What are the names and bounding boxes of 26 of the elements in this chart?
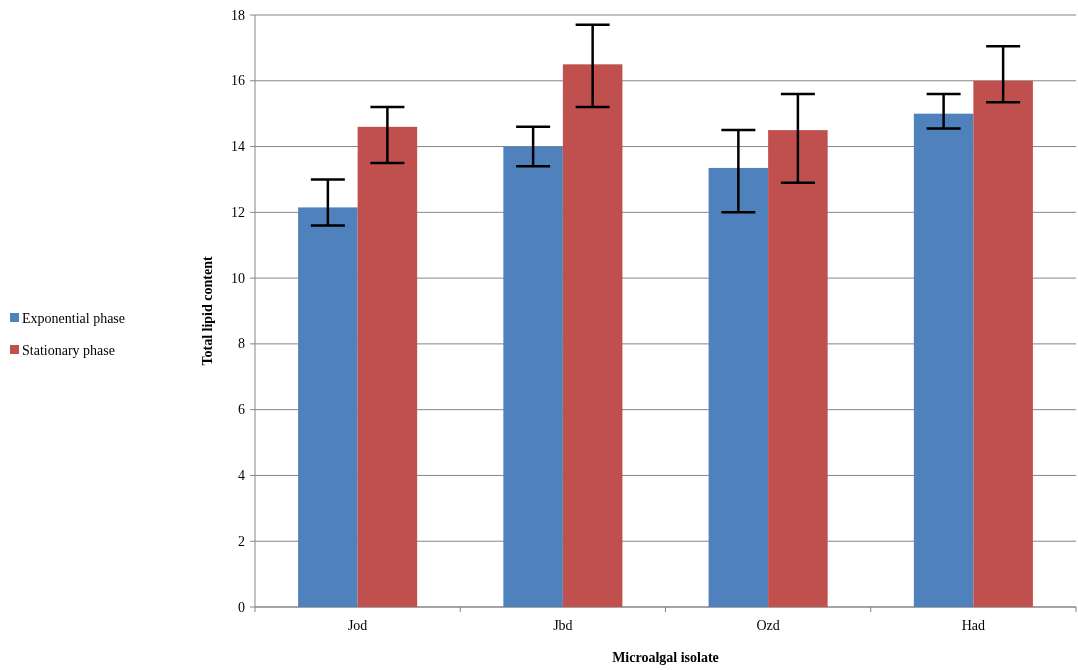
y-tick-label: 18 xyxy=(231,7,245,23)
legend-label: Exponential phase xyxy=(22,310,126,326)
bar xyxy=(298,207,358,607)
x-tick-label: Had xyxy=(961,618,986,633)
bar xyxy=(768,130,828,607)
y-tick-label: 12 xyxy=(231,204,245,220)
bar xyxy=(357,126,418,607)
x-tick-label: Ozd xyxy=(756,618,780,633)
legend-label: Stationary phase xyxy=(22,342,115,358)
x-axis-title: Microalgal isolate xyxy=(612,650,719,665)
y-tick-label: 0 xyxy=(238,599,245,615)
y-tick-label: 8 xyxy=(238,336,245,352)
bar xyxy=(913,113,974,607)
bar xyxy=(503,146,563,607)
y-tick-label: 2 xyxy=(238,533,245,549)
y-tick-label: 16 xyxy=(231,73,245,89)
y-tick-label: 6 xyxy=(238,402,245,418)
bar xyxy=(562,64,623,607)
y-tick-label: 14 xyxy=(231,139,245,155)
y-tick-label: 10 xyxy=(231,270,245,286)
y-tick-label: 4 xyxy=(238,467,245,483)
bar xyxy=(973,80,1033,607)
x-tick-label: Jod xyxy=(347,618,368,633)
bar xyxy=(708,167,769,607)
y-axis-title: Total lipid content xyxy=(200,256,215,366)
x-tick-label: Jbd xyxy=(553,618,573,633)
